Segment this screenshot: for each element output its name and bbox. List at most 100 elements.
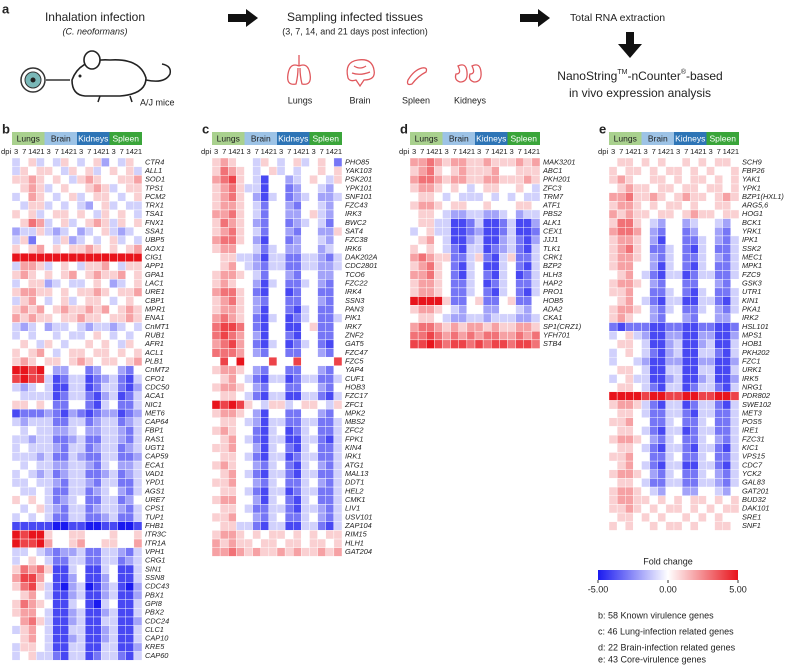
heatmap-cell <box>53 409 61 418</box>
heatmap-cell <box>245 530 253 539</box>
heatmap-cell <box>532 323 540 332</box>
heatmap-cell <box>134 175 142 184</box>
timepoint-label: 21 <box>134 147 142 156</box>
heatmap-cell <box>212 193 220 202</box>
mouse-icon <box>21 51 170 102</box>
gene-label: AOX1 <box>144 244 165 253</box>
heatmap-cell <box>77 600 85 609</box>
heatmap-cell <box>650 245 658 254</box>
heatmap-cell <box>318 426 326 435</box>
legend-title: Fold change <box>643 556 693 566</box>
heatmap-cell <box>285 271 293 280</box>
heatmap-cell <box>93 314 101 323</box>
heatmap-cell <box>418 262 426 271</box>
heatmap-cell <box>625 392 633 401</box>
heatmap-cell <box>731 167 739 176</box>
heatmap-cell <box>326 530 334 539</box>
heatmap-cell <box>93 271 101 280</box>
heatmap-cell <box>212 392 220 401</box>
heatmap-cell <box>326 349 334 358</box>
heatmap-cell <box>723 193 731 202</box>
heatmap-cell <box>334 504 342 513</box>
heatmap-cell <box>475 245 483 254</box>
heatmap-cell <box>731 409 739 418</box>
heatmap-cell <box>45 582 53 591</box>
heatmap-cell <box>69 626 77 635</box>
heatmap-cell <box>93 548 101 557</box>
heatmap-cell <box>118 193 126 202</box>
heatmap-cell <box>277 444 285 453</box>
heatmap-cell <box>253 297 261 306</box>
heatmap-cell <box>77 478 85 487</box>
timepoint-label: 7 <box>222 147 226 156</box>
heatmap-cell <box>609 288 617 297</box>
heatmap-cell <box>426 331 434 340</box>
heatmap-cell <box>650 513 658 522</box>
heatmap-cell <box>28 478 36 487</box>
heatmap-cell <box>434 219 442 228</box>
heatmap-cell <box>334 305 342 314</box>
heatmap-cell <box>650 383 658 392</box>
heatmap-cell <box>698 409 706 418</box>
heatmap-cell <box>28 522 36 531</box>
gene-label: SOD1 <box>145 175 165 184</box>
heatmap-cell <box>524 288 532 297</box>
heatmap-cell <box>674 193 682 202</box>
heatmap-cell <box>310 279 318 288</box>
gene-label: IRK1 <box>345 452 361 461</box>
heatmap-cell <box>101 478 109 487</box>
heatmap-cell <box>731 435 739 444</box>
heatmap-cell <box>499 340 507 349</box>
heatmap-cell <box>674 288 682 297</box>
heatmap-cell <box>45 193 53 202</box>
heatmap-cell <box>69 236 77 245</box>
heatmap-cell <box>220 279 228 288</box>
heatmap-cell <box>483 305 491 314</box>
heatmap-cell <box>228 470 236 479</box>
heatmap-cell <box>277 167 285 176</box>
heatmap-cell <box>483 245 491 254</box>
heatmap-cell <box>253 158 261 167</box>
heatmap-cell <box>318 496 326 505</box>
heatmap-cell <box>483 331 491 340</box>
heatmap-cell <box>134 279 142 288</box>
gene-label: YAK103 <box>345 166 373 175</box>
text-part: -nCounter <box>627 69 680 83</box>
heatmap-cell <box>236 167 244 176</box>
heatmap-cell <box>633 253 641 262</box>
heatmap-cell <box>532 279 540 288</box>
heatmap-cell <box>53 496 61 505</box>
heatmap-cell <box>126 236 134 245</box>
heatmap-cell <box>101 219 109 228</box>
gene-label: HEL2 <box>345 486 364 495</box>
heatmap-cell <box>650 323 658 332</box>
heatmap-cell <box>410 262 418 271</box>
heatmap-cell <box>707 236 715 245</box>
heatmap-cell <box>633 167 641 176</box>
heatmap-cell <box>228 366 236 375</box>
heatmap-cell <box>707 219 715 228</box>
gene-label: LAC1 <box>145 279 164 288</box>
heatmap-cell <box>650 444 658 453</box>
heatmap-cell <box>101 513 109 522</box>
heatmap-cell <box>443 184 451 193</box>
heatmap-cell <box>723 210 731 219</box>
heatmap-cell <box>609 470 617 479</box>
heatmap-cell <box>318 400 326 409</box>
heatmap-cell <box>36 539 44 548</box>
gene-label: TRM7 <box>543 192 564 201</box>
heatmap-cell <box>53 539 61 548</box>
heatmap-cell <box>483 314 491 323</box>
heatmap-cell <box>698 201 706 210</box>
heatmap-cell <box>516 227 524 236</box>
heatmap-cell <box>126 366 134 375</box>
heatmap-cell <box>451 175 459 184</box>
heatmap-cell <box>666 478 674 487</box>
heatmap-cell <box>625 435 633 444</box>
heatmap-cell <box>633 409 641 418</box>
heatmap-cell <box>36 323 44 332</box>
heatmap-cell <box>110 201 118 210</box>
heatmap-cell <box>698 253 706 262</box>
heatmap-cell <box>334 167 342 176</box>
